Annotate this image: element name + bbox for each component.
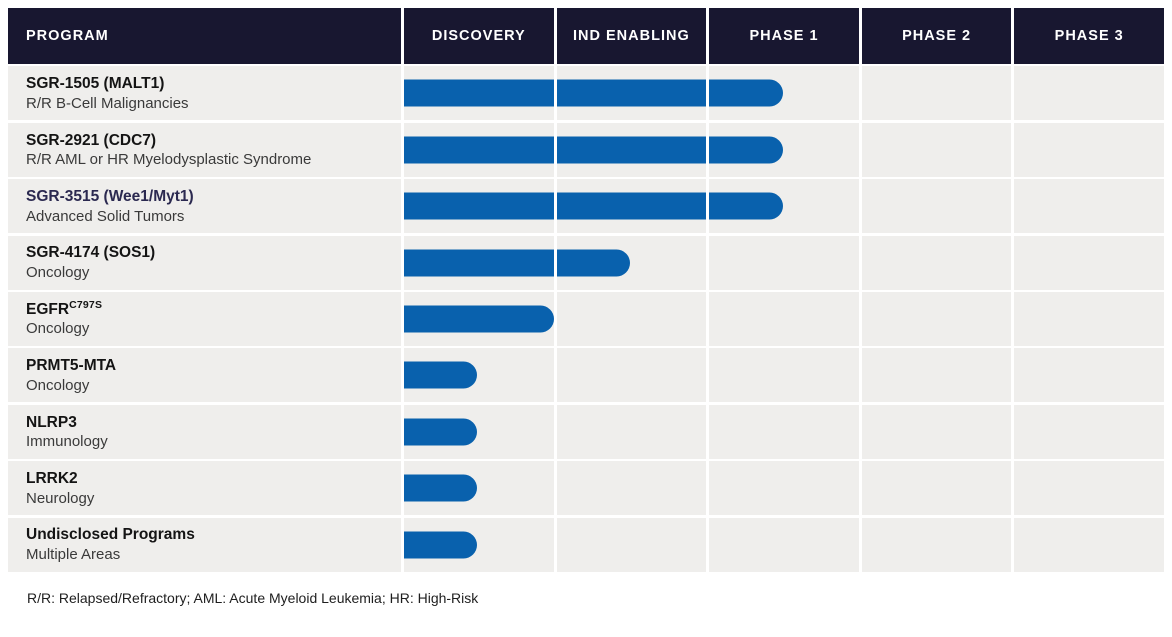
stage-cell-phase-1 [709, 235, 859, 290]
stage-cell-phase-3 [1014, 66, 1164, 121]
pipeline-progress-bar [404, 474, 478, 502]
program-cell: SGR-4174 (SOS1) Oncology [8, 235, 401, 290]
pipeline-progress-bar [404, 418, 478, 446]
column-divider [1011, 8, 1015, 572]
abbreviations-footnote: R/R: Relapsed/Refractory; AML: Acute Mye… [27, 589, 479, 606]
program-row-egfr-c797s: EGFRC797S Oncology [8, 291, 1164, 346]
stage-cell-phase-3 [1014, 404, 1164, 459]
column-header-program: PROGRAM [8, 8, 401, 64]
program-cell: LRRK2 Neurology [8, 461, 401, 516]
program-name: SGR-1505 (MALT1) [26, 75, 165, 93]
program-row-sgr-3515: SGR-3515 (Wee1/Myt1) Advanced Solid Tumo… [8, 179, 1164, 234]
stage-cell-phase-2 [861, 66, 1012, 121]
stage-cell-ind-enabling [556, 517, 707, 572]
program-cell: Undisclosed Programs Multiple Areas [8, 517, 401, 572]
pipeline-progress-bar [404, 192, 783, 220]
pipeline-progress-bar [404, 136, 783, 164]
program-row-nlrp3: NLRP3 Immunology [8, 404, 1164, 459]
column-header-discovery: DISCOVERY [404, 8, 554, 64]
program-cell: PRMT5-MTA Oncology [8, 348, 401, 403]
program-cell: SGR-2921 (CDC7) R/R AML or HR Myelodyspl… [8, 122, 401, 177]
program-name: NLRP3 [26, 413, 77, 431]
program-indication: Oncology [26, 376, 90, 394]
pipeline-progress-bar [404, 249, 630, 277]
stage-cell-phase-3 [1014, 348, 1164, 403]
program-indication: R/R AML or HR Myelodysplastic Syndrome [26, 151, 312, 169]
stage-cell-ind-enabling [556, 404, 707, 459]
stage-cell-phase-3 [1014, 291, 1164, 346]
program-name: SGR-4174 (SOS1) [26, 244, 156, 262]
column-header-ind-enabling: IND ENABLING [556, 8, 707, 64]
stage-cell-phase-3 [1014, 517, 1164, 572]
program-name-superscript: C797S [69, 298, 103, 311]
stage-cell-phase-2 [861, 235, 1012, 290]
program-row-undisclosed: Undisclosed Programs Multiple Areas [8, 517, 1164, 572]
stage-cell-ind-enabling [556, 461, 707, 516]
column-divider [706, 8, 710, 572]
stage-cell-phase-1 [709, 291, 859, 346]
column-divider [401, 8, 404, 572]
program-row-sgr-2921: SGR-2921 (CDC7) R/R AML or HR Myelodyspl… [8, 122, 1164, 177]
program-indication: Oncology [26, 263, 90, 281]
pipeline-progress-bar [404, 531, 478, 559]
program-row-sgr-1505: SGR-1505 (MALT1) R/R B-Cell Malignancies [8, 66, 1164, 121]
program-name: LRRK2 [26, 470, 78, 488]
stage-cell-phase-3 [1014, 122, 1164, 177]
stage-cell-phase-2 [861, 348, 1012, 403]
column-header-phase-3: PHASE 3 [1014, 8, 1164, 64]
stage-cell-phase-2 [861, 122, 1012, 177]
stage-cell-phase-3 [1014, 179, 1164, 234]
stage-cell-ind-enabling [556, 291, 707, 346]
table-header-row: PROGRAM DISCOVERY IND ENABLING PHASE 1 P… [8, 8, 1164, 64]
stage-cell-phase-2 [861, 517, 1012, 572]
program-indication: Multiple Areas [26, 545, 121, 563]
pipeline-progress-bar [404, 305, 554, 333]
stage-cell-phase-1 [709, 461, 859, 516]
pipeline-progress-bar [404, 79, 783, 107]
stage-cell-phase-2 [861, 404, 1012, 459]
program-cell: SGR-3515 (Wee1/Myt1) Advanced Solid Tumo… [8, 179, 401, 234]
program-indication: Immunology [26, 433, 108, 451]
stage-cell-phase-2 [861, 179, 1012, 234]
program-name: SGR-2921 (CDC7) [26, 131, 157, 149]
stage-cell-phase-1 [709, 404, 859, 459]
program-row-sgr-4174: SGR-4174 (SOS1) Oncology [8, 235, 1164, 290]
program-cell: EGFRC797S Oncology [8, 291, 401, 346]
program-indication: Advanced Solid Tumors [26, 207, 185, 225]
program-indication: R/R B-Cell Malignancies [26, 94, 189, 112]
column-divider [858, 8, 862, 572]
pipeline-progress-bar [404, 361, 478, 389]
stage-cell-phase-2 [861, 291, 1012, 346]
program-row-prmt5-mta: PRMT5-MTA Oncology [8, 348, 1164, 403]
program-name: SGR-3515 (Wee1/Myt1) [26, 188, 194, 206]
stage-cell-phase-3 [1014, 235, 1164, 290]
column-header-phase-2: PHASE 2 [861, 8, 1012, 64]
column-header-phase-1: PHASE 1 [709, 8, 859, 64]
column-divider [553, 8, 557, 572]
stage-cell-phase-1 [709, 517, 859, 572]
program-row-lrrk2: LRRK2 Neurology [8, 461, 1164, 516]
program-cell: NLRP3 Immunology [8, 404, 401, 459]
program-cell: SGR-1505 (MALT1) R/R B-Cell Malignancies [8, 66, 401, 121]
program-indication: Oncology [26, 320, 90, 338]
stage-cell-ind-enabling [556, 348, 707, 403]
pipeline-table: PROGRAM DISCOVERY IND ENABLING PHASE 1 P… [8, 8, 1164, 572]
program-indication: Neurology [26, 489, 95, 507]
stage-cell-phase-3 [1014, 461, 1164, 516]
stage-cell-phase-2 [861, 461, 1012, 516]
program-name: PRMT5-MTA [26, 357, 117, 375]
stage-cell-phase-1 [709, 348, 859, 403]
program-name: Undisclosed Programs [26, 526, 195, 544]
program-name: EGFRC797S [26, 298, 103, 318]
